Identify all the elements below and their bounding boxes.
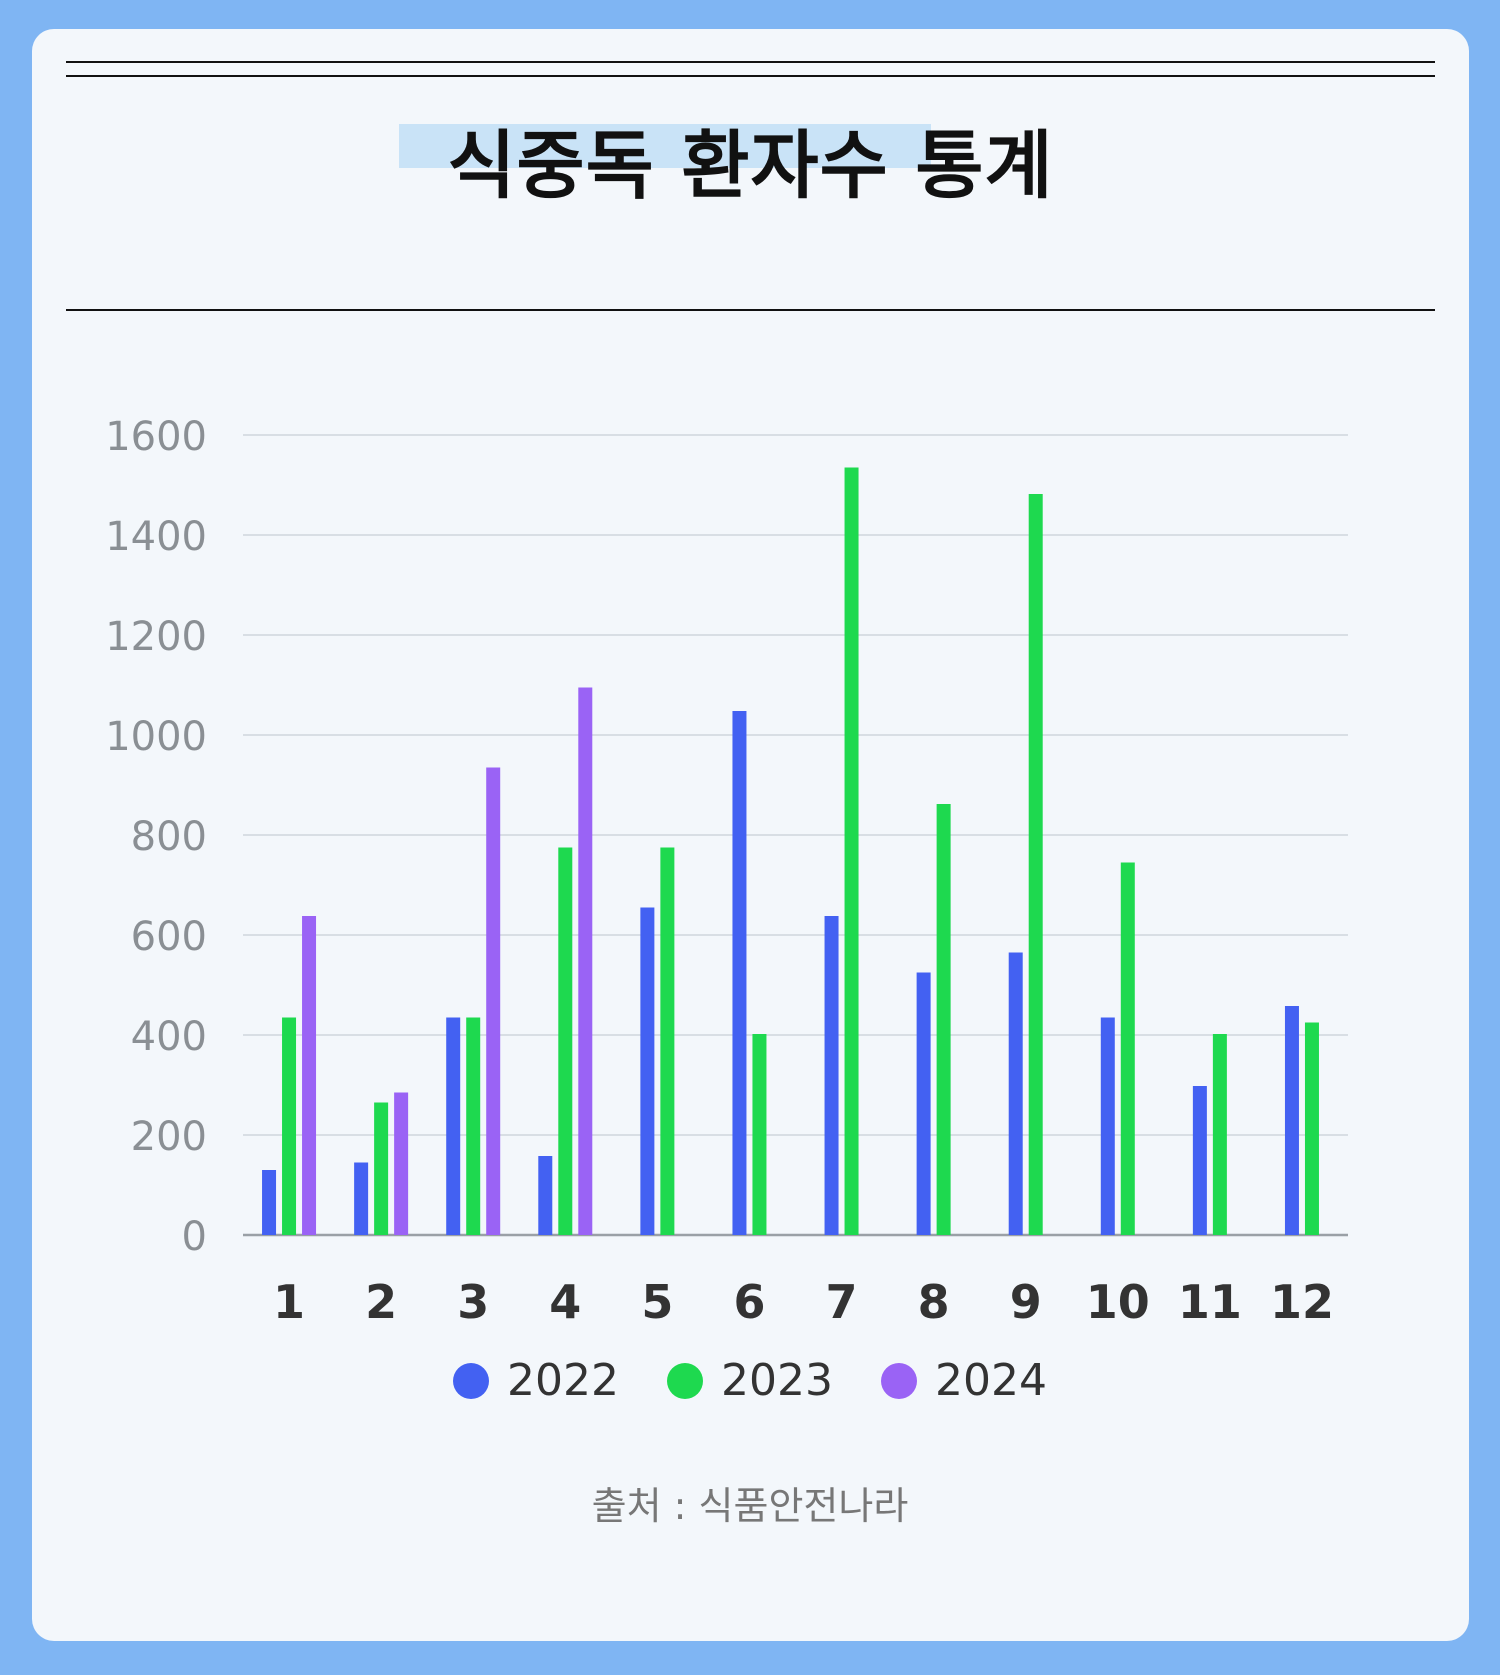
bar-2022-month-8 bbox=[916, 972, 931, 1235]
bar-2022-month-11 bbox=[1192, 1086, 1207, 1235]
page-title: 식중독 환자수 통계 bbox=[447, 123, 1054, 209]
bar-2023-month-8 bbox=[936, 804, 951, 1235]
bar-2024-month-4 bbox=[578, 687, 593, 1235]
bar-2022-month-7 bbox=[824, 916, 839, 1235]
legend-label: 2022 bbox=[507, 1355, 619, 1406]
x-tick-label: 6 bbox=[733, 1275, 765, 1329]
top-rule-secondary bbox=[66, 75, 1435, 77]
y-tick-label: 400 bbox=[131, 1014, 207, 1060]
bar-2023-month-7 bbox=[844, 467, 859, 1235]
bar-2023-month-1 bbox=[282, 1017, 297, 1235]
y-tick-label: 1000 bbox=[105, 714, 207, 760]
bar-2024-month-2 bbox=[394, 1092, 409, 1235]
legend-item-2024: 2024 bbox=[880, 1355, 1047, 1406]
legend-item-2023: 2023 bbox=[667, 1355, 833, 1406]
bar-2023-month-11 bbox=[1212, 1034, 1227, 1235]
bar-2022-month-5 bbox=[640, 907, 655, 1235]
bar-2022-month-9 bbox=[1008, 952, 1023, 1235]
x-tick-label: 5 bbox=[641, 1275, 673, 1329]
bar-2023-month-5 bbox=[660, 847, 675, 1235]
bar-2022-month-1 bbox=[262, 1170, 277, 1235]
x-tick-label: 7 bbox=[826, 1275, 858, 1329]
y-tick-label: 800 bbox=[131, 814, 207, 860]
x-tick-label: 3 bbox=[457, 1275, 489, 1329]
bar-2023-month-9 bbox=[1028, 494, 1043, 1235]
x-tick-label: 4 bbox=[549, 1275, 581, 1329]
bar-2023-month-4 bbox=[558, 847, 573, 1235]
legend-label: 2023 bbox=[721, 1355, 833, 1406]
x-tick-label: 1 bbox=[273, 1275, 305, 1329]
top-rule bbox=[66, 61, 1435, 63]
y-tick-label: 1600 bbox=[105, 414, 207, 460]
source-note: 출처 : 식품안전나라 bbox=[591, 1484, 909, 1528]
bar-2023-month-10 bbox=[1120, 862, 1135, 1235]
title-divider bbox=[66, 309, 1435, 311]
bar-2023-month-3 bbox=[466, 1017, 481, 1235]
legend-swatch bbox=[880, 1362, 917, 1399]
y-tick-label: 200 bbox=[131, 1114, 207, 1160]
bar-2022-month-3 bbox=[446, 1017, 461, 1235]
x-tick-label: 10 bbox=[1086, 1275, 1150, 1329]
bar-2022-month-2 bbox=[354, 1162, 369, 1235]
y-tick-label: 0 bbox=[182, 1214, 207, 1260]
bar-2023-month-12 bbox=[1304, 1022, 1319, 1235]
bar-2023-month-6 bbox=[752, 1034, 767, 1235]
x-tick-label: 9 bbox=[1010, 1275, 1042, 1329]
x-tick-label: 8 bbox=[918, 1275, 950, 1329]
bar-2022-month-12 bbox=[1284, 1006, 1299, 1235]
bar-2022-month-4 bbox=[538, 1156, 553, 1235]
y-tick-label: 1200 bbox=[105, 614, 207, 660]
x-tick-label: 12 bbox=[1270, 1275, 1334, 1329]
y-tick-label: 1400 bbox=[105, 514, 207, 560]
y-tick-label: 600 bbox=[131, 914, 207, 960]
bar-2023-month-2 bbox=[374, 1102, 389, 1235]
bar-2022-month-10 bbox=[1100, 1017, 1115, 1235]
legend-swatch bbox=[453, 1362, 490, 1399]
legend-swatch bbox=[667, 1362, 703, 1399]
x-tick-label: 11 bbox=[1178, 1275, 1242, 1329]
bar-2022-month-6 bbox=[732, 711, 747, 1235]
bar-2024-month-3 bbox=[486, 767, 501, 1235]
chart-legend: 2022 2023 2024 bbox=[0, 1355, 1500, 1406]
x-tick-label: 2 bbox=[365, 1275, 397, 1329]
legend-label: 2024 bbox=[934, 1355, 1047, 1406]
legend-item-2022: 2022 bbox=[453, 1355, 619, 1406]
title-highlight bbox=[399, 124, 931, 168]
title-block: 식중독 환자수 통계 bbox=[32, 129, 1469, 203]
bar-2024-month-1 bbox=[302, 916, 317, 1235]
